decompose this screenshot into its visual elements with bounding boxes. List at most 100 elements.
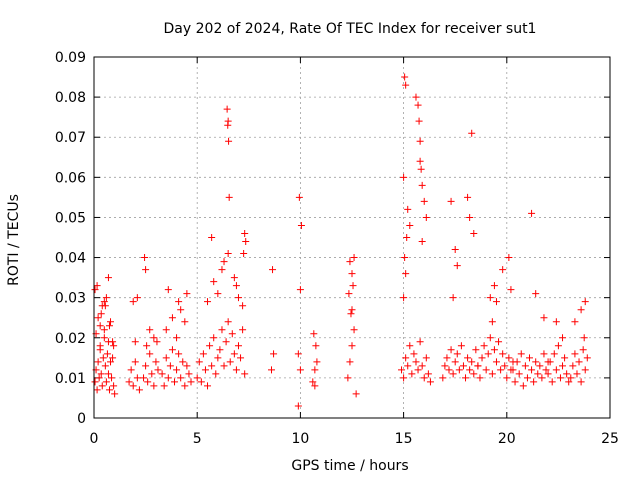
data-point: [347, 310, 355, 318]
data-point: [350, 254, 358, 262]
x-tick-label: 15: [395, 431, 413, 447]
data-point: [416, 137, 424, 145]
data-point: [104, 338, 112, 346]
data-point: [102, 294, 110, 302]
data-point: [348, 306, 356, 314]
data-point: [488, 318, 496, 326]
data-point: [175, 350, 183, 358]
data-point: [559, 334, 567, 342]
data-point: [216, 346, 224, 354]
data-point: [103, 350, 111, 358]
data-point: [462, 374, 470, 382]
data-point: [187, 378, 195, 386]
data-point: [214, 290, 222, 298]
data-point: [424, 370, 432, 378]
data-point: [402, 354, 410, 362]
data-point: [101, 302, 109, 310]
data-point: [418, 181, 426, 189]
data-point: [402, 81, 410, 89]
data-point: [350, 326, 358, 334]
data-point: [210, 334, 218, 342]
data-point: [401, 254, 409, 262]
data-point: [220, 362, 228, 370]
data-point: [146, 350, 154, 358]
data-point: [183, 362, 191, 370]
data-point: [552, 318, 560, 326]
data-point: [530, 378, 538, 386]
data-point: [505, 354, 513, 362]
data-point: [488, 370, 496, 378]
data-point: [97, 310, 105, 318]
data-point: [224, 318, 232, 326]
x-tick-label: 5: [193, 431, 202, 447]
data-point: [499, 350, 507, 358]
y-tick-label: 0.01: [55, 371, 86, 387]
data-point: [546, 358, 554, 366]
data-point: [449, 370, 457, 378]
data-point: [94, 358, 102, 366]
data-point: [486, 334, 494, 342]
data-point: [127, 366, 135, 374]
data-point: [224, 250, 232, 258]
data-point: [102, 378, 110, 386]
data-point: [418, 362, 426, 370]
data-point: [311, 366, 319, 374]
plot-frame: [93, 56, 611, 419]
data-point: [97, 370, 105, 378]
data-point: [470, 229, 478, 237]
data-point: [528, 366, 536, 374]
data-point: [468, 358, 476, 366]
data-point: [406, 342, 414, 350]
data-point: [133, 294, 141, 302]
data-point: [412, 358, 420, 366]
data-point: [95, 374, 103, 382]
data-point: [232, 366, 240, 374]
data-point: [453, 350, 461, 358]
data-point: [101, 362, 109, 370]
x-tick-label: 10: [291, 431, 309, 447]
data-point: [478, 354, 486, 362]
data-point: [548, 378, 556, 386]
y-tick-label: 0.07: [55, 130, 86, 146]
data-point: [420, 374, 428, 382]
data-point: [536, 362, 544, 370]
data-point: [295, 193, 303, 201]
data-point: [470, 370, 478, 378]
data-point: [173, 334, 181, 342]
data-point: [509, 366, 517, 374]
data-point: [521, 362, 529, 370]
data-point: [234, 342, 242, 350]
data-point: [99, 354, 107, 362]
data-point: [426, 378, 434, 386]
data-point: [459, 362, 467, 370]
data-point: [162, 326, 170, 334]
data-point: [177, 306, 185, 314]
data-point: [100, 334, 108, 342]
data-point: [234, 294, 242, 302]
data-point: [270, 350, 278, 358]
data-point: [93, 282, 101, 290]
data-point: [170, 378, 178, 386]
data-point: [575, 358, 583, 366]
data-point: [540, 350, 548, 358]
data-point: [208, 234, 216, 241]
data-point: [445, 366, 453, 374]
data-point: [222, 338, 230, 346]
y-tick-label: 0.04: [55, 251, 86, 267]
x-tick-label: 20: [498, 431, 516, 447]
data-point: [482, 366, 490, 374]
data-point: [571, 350, 579, 358]
data-point: [466, 366, 474, 374]
data-point: [484, 350, 492, 358]
data-point: [581, 298, 589, 306]
data-point: [402, 270, 410, 278]
data-point: [140, 374, 148, 382]
y-tick-label: 0.06: [55, 170, 86, 186]
data-point: [135, 386, 143, 394]
data-point: [449, 294, 457, 302]
data-point: [466, 213, 474, 221]
data-point: [447, 197, 455, 205]
data-point: [499, 266, 507, 274]
data-point: [412, 93, 420, 101]
